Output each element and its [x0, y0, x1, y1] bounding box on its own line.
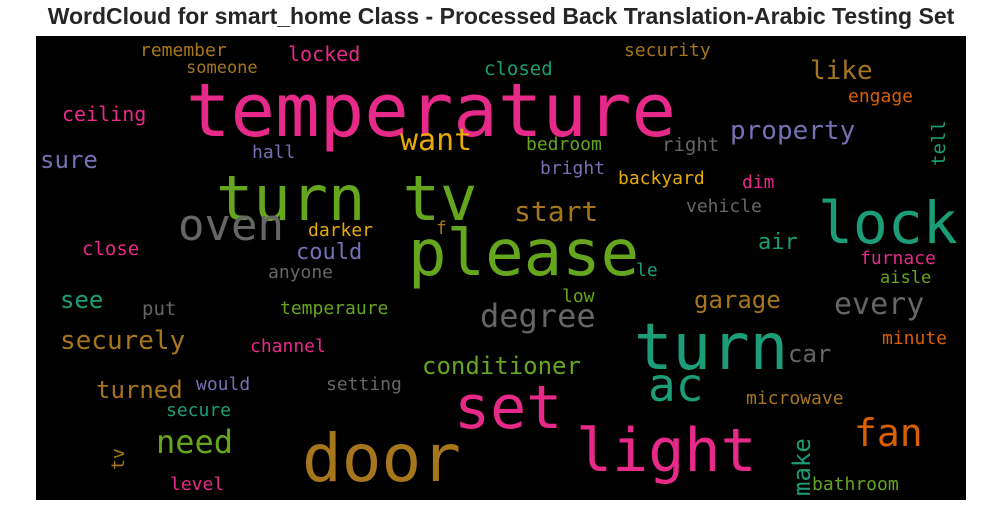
word-start: start	[514, 195, 599, 228]
word-close: close	[82, 238, 140, 260]
word-someone: someone	[186, 58, 258, 78]
word-would: would	[196, 374, 251, 395]
word-locked: locked	[288, 42, 361, 66]
word-car: car	[788, 340, 832, 368]
word-engage: engage	[848, 86, 914, 107]
word-setting: setting	[326, 374, 402, 395]
word-minute: minute	[882, 328, 948, 349]
word-security: security	[624, 40, 711, 61]
word-microwave: microwave	[746, 388, 844, 409]
word-closed: closed	[484, 58, 553, 80]
word-dim: dim	[742, 172, 775, 193]
word-property: property	[730, 116, 856, 146]
word-ceiling: ceiling	[62, 102, 147, 126]
word-tv: tv	[108, 448, 129, 470]
wordcloud-canvas: temperature turn tv please door light set turn…	[36, 36, 966, 500]
word-f: f	[436, 218, 447, 239]
word-hall: hall	[252, 142, 296, 163]
word-aisle: aisle	[880, 268, 932, 288]
word-oven: oven	[178, 200, 284, 251]
word-temperaure: temperaure	[280, 298, 389, 319]
word-turn: turn	[634, 311, 789, 385]
word-turned: turned	[96, 376, 183, 404]
word-want: want	[400, 123, 473, 158]
word-low: low	[562, 286, 595, 307]
word-make: make	[788, 438, 816, 496]
word-air: air	[758, 230, 798, 255]
word-bathroom: bathroom	[812, 474, 899, 495]
word-every: every	[834, 287, 925, 322]
word-tell: tell	[928, 120, 950, 166]
word-please: please	[408, 217, 640, 291]
word-level: level	[170, 474, 225, 495]
word-bedroom: bedroom	[526, 134, 602, 155]
word-securely: securely	[60, 326, 186, 356]
chart-title: WordCloud for smart_home Class - Process…	[47, 3, 955, 29]
word-put: put	[142, 298, 177, 320]
word-like: like	[810, 56, 873, 86]
word-anyone: anyone	[268, 262, 334, 283]
word-backyard: backyard	[618, 168, 705, 189]
word-furnace: furnace	[860, 248, 936, 269]
word-ac: ac	[648, 358, 704, 412]
word-turn-tv: turn tv	[216, 162, 478, 235]
word-see: see	[60, 286, 104, 314]
word-garage: garage	[694, 286, 781, 314]
word-temperature: temperature	[186, 68, 677, 154]
word-could: could	[296, 240, 363, 265]
word-set: set	[454, 373, 563, 443]
word-conditioner: conditioner	[422, 352, 581, 380]
word-degree: degree	[480, 297, 596, 335]
word-channel: channel	[250, 336, 326, 357]
word-sure: sure	[40, 146, 98, 174]
word-le: le	[636, 260, 658, 281]
word-darker: darker	[308, 220, 374, 241]
word-need: need	[156, 423, 234, 461]
word-vehicle: vehicle	[686, 196, 762, 217]
word-fan: fan	[854, 411, 923, 455]
word-door: door	[302, 420, 461, 497]
word-remember: remember	[140, 40, 227, 61]
word-light: light	[576, 416, 757, 486]
word-lock: lock	[818, 189, 958, 257]
word-bright: bright	[540, 158, 606, 179]
word-right: right	[662, 134, 720, 156]
word-secure: secure	[166, 400, 232, 421]
